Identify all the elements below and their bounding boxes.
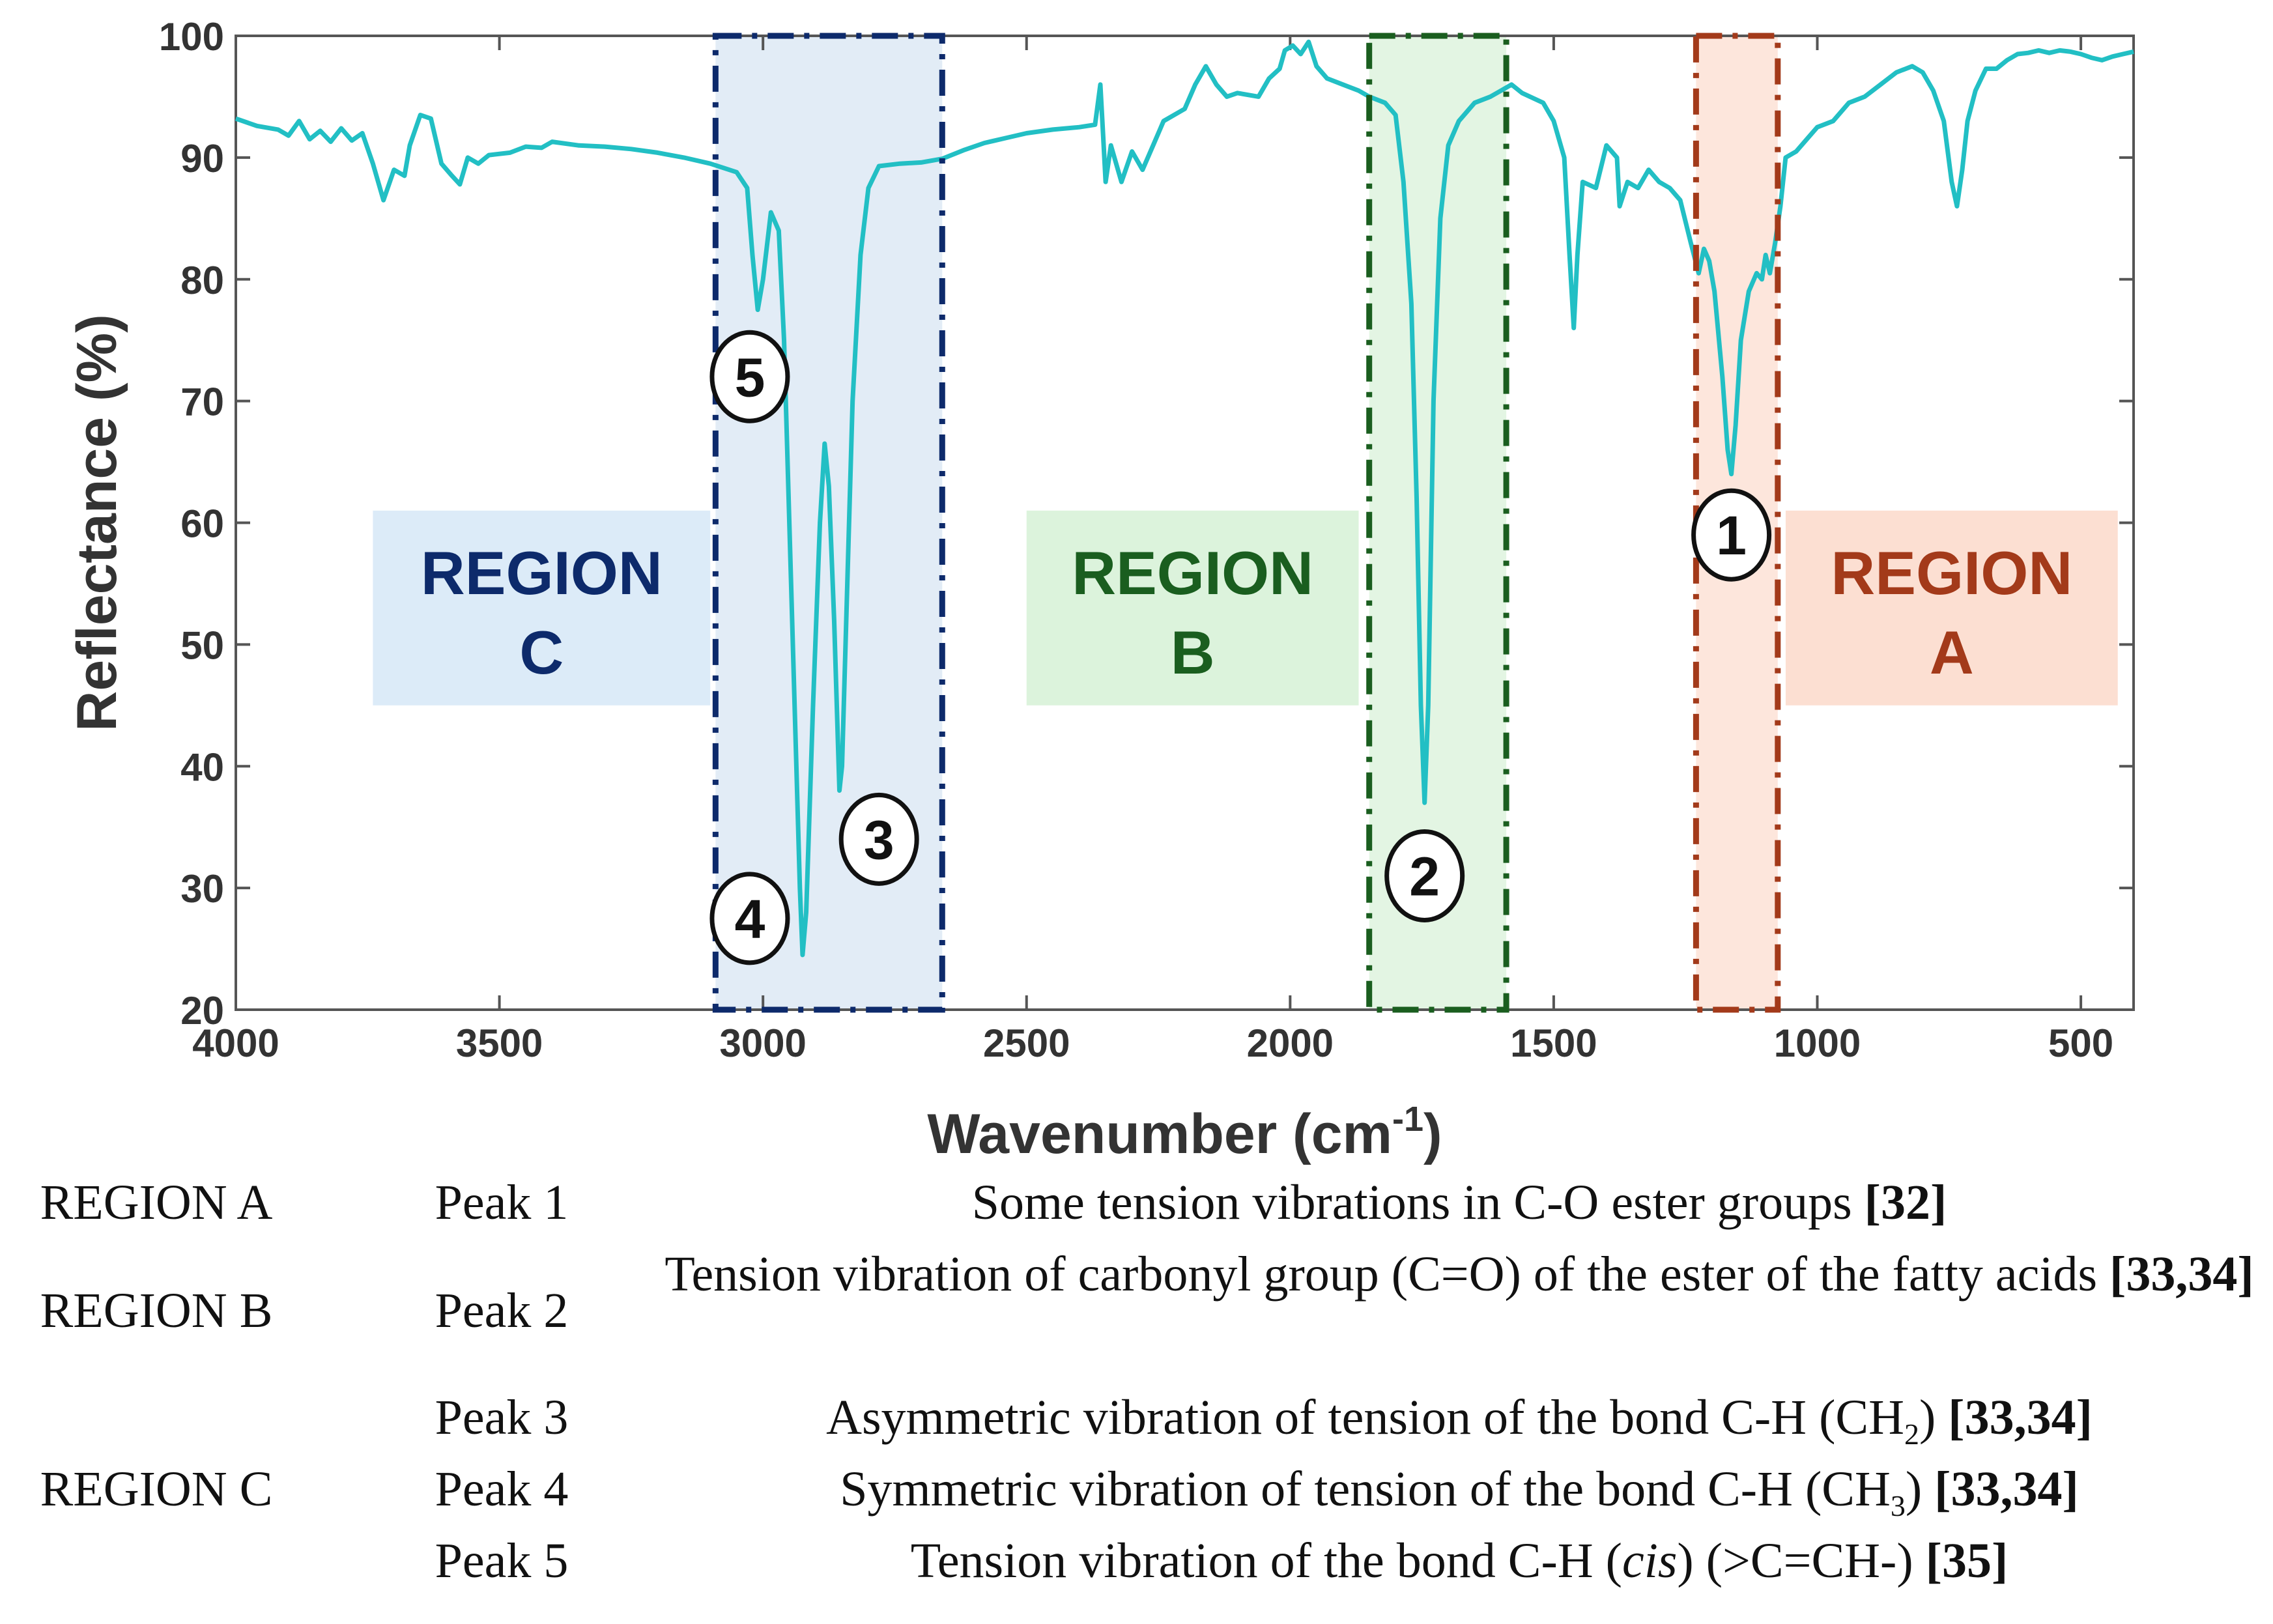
x-tick-label: 500 [2048, 1021, 2113, 1065]
peak-cell: Peak 4 [435, 1462, 569, 1517]
reference: [33,34] [1948, 1390, 2093, 1445]
table-row: Peak 5 Tension vibration of the bond C-H … [0, 1524, 2273, 1597]
y-tick-label: 100 [159, 15, 224, 59]
peak-markers: 1 2 3 4 5 [709, 330, 1772, 965]
y-axis-label: Reflectance (%) [66, 314, 128, 731]
region-c-label-line1: REGION [421, 539, 663, 607]
y-axis: 20 30 40 50 60 70 80 90 100 [159, 15, 2134, 1033]
y-tick-label: 70 [180, 380, 224, 424]
region-cell: REGION B [40, 1283, 273, 1338]
region-cell: REGION A [40, 1175, 273, 1230]
region-c-label-box [373, 510, 711, 705]
x-tick-label: 3000 [719, 1021, 806, 1065]
region-a-label-box [1785, 510, 2118, 705]
region-c-border [712, 33, 945, 1013]
table-row: REGION A Peak 1 Some tension vibrations in… [0, 1166, 2273, 1239]
x-tick-label: 2500 [983, 1021, 1070, 1065]
y-tick-label: 60 [180, 502, 224, 546]
peak-3-label: 3 [864, 809, 894, 870]
description-cell: Some tension vibrations in C-O ester gro… [971, 1175, 1947, 1230]
description-cell: Tension vibration of carbonyl group (C=O… [665, 1247, 2254, 1302]
reference: [33,34] [1934, 1462, 2079, 1517]
peak-1-label: 1 [1716, 505, 1747, 566]
peak-4-label: 4 [735, 889, 765, 950]
description-cell: Symmetric vibration of tension of the bo… [840, 1462, 2079, 1523]
region-b-border [1366, 33, 1509, 1013]
region-c-label-line2: C [519, 618, 564, 687]
peak-3-marker [838, 792, 919, 886]
table-row: Peak 3 Asymmetric vibration of tension of… [0, 1381, 2273, 1454]
x-tick-label: 4000 [192, 1021, 279, 1065]
description-cell: Asymmetric vibration of tension of the b… [826, 1390, 2093, 1451]
peak-1-marker [1691, 488, 1772, 582]
x-axis: 4000 3500 3000 2500 2000 1500 1000 500 [192, 36, 2113, 1065]
region-bands [715, 36, 1778, 1010]
reference: [33,34] [2109, 1247, 2254, 1302]
reference: [32] [1864, 1175, 1947, 1230]
reference: [35] [1925, 1533, 2009, 1588]
y-tick-label: 40 [180, 745, 224, 789]
y-tick-label: 20 [180, 989, 224, 1033]
peak-5-label: 5 [735, 347, 765, 408]
region-b-label-line2: B [1171, 618, 1215, 687]
region-cell: REGION C [40, 1462, 273, 1517]
peak-cell: Peak 3 [435, 1390, 569, 1445]
peak-cell: Peak 5 [435, 1533, 569, 1588]
y-tick-label: 30 [180, 867, 224, 911]
peak-2-label: 2 [1409, 846, 1440, 907]
y-tick-label: 90 [180, 137, 224, 180]
y-tick-label: 50 [180, 623, 224, 667]
region-a-label-line1: REGION [1831, 539, 2072, 607]
x-tick-label: 3500 [456, 1021, 543, 1065]
peak-cell: Peak 2 [435, 1283, 569, 1338]
y-tick-label: 80 [180, 259, 224, 302]
region-b-label-line1: REGION [1072, 539, 1313, 607]
x-axis-label: Wavenumber (cm-1) [927, 1100, 1442, 1165]
peak-5-marker [709, 330, 790, 423]
x-tick-label: 2000 [1247, 1021, 1334, 1065]
region-labels: REGION C REGION B REGION A [373, 510, 2118, 705]
x-tick-label: 1500 [1510, 1021, 1597, 1065]
description-cell: Tension vibration of the bond C-H (cis) … [910, 1533, 2009, 1588]
peak-cell: Peak 1 [435, 1175, 569, 1230]
peak-2-marker [1384, 829, 1465, 922]
reflectance-line [235, 39, 2134, 958]
peak-4-marker [709, 872, 790, 965]
table-row: REGION B Peak 2 Tension vibration of carbo… [0, 1238, 2273, 1384]
region-b-label-box [1026, 510, 1359, 705]
table-row: REGION C Peak 4 Symmetric vibration of ten… [0, 1453, 2273, 1526]
x-tick-label: 1000 [1774, 1021, 1861, 1065]
region-a-label-line2: A [1930, 618, 1974, 687]
